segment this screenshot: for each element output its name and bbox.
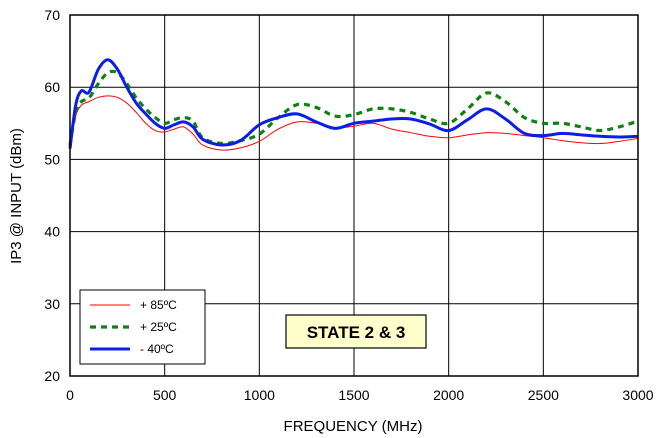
state-annotation: STATE 2 & 3 — [285, 314, 427, 349]
state-annotation-box — [285, 314, 427, 349]
x-tick-label: 500 — [153, 387, 177, 403]
y-tick-label: 30 — [44, 296, 60, 312]
legend-label: + 25ºC — [140, 320, 177, 334]
x-tick-label: 3000 — [622, 387, 653, 403]
state-annotation-text: STATE 2 & 3 — [307, 323, 406, 342]
y-tick-label: 50 — [44, 151, 60, 167]
plot-frame — [69, 14, 639, 377]
y-tick-label: 70 — [44, 7, 60, 23]
y-tick-label: 20 — [44, 368, 60, 384]
y-axis-label: IP3 @ INPUT (dBm) — [8, 128, 25, 264]
x-tick-label: 2500 — [528, 387, 559, 403]
series-line-3 — [68, 58, 639, 149]
series-line-1 — [69, 95, 639, 151]
y-tick-label: 40 — [44, 224, 60, 240]
legend-box — [79, 289, 206, 365]
legend-label: + 85ºC — [140, 298, 177, 312]
y-tick-label: 60 — [44, 79, 60, 95]
legend-items: + 85ºC + 25ºC - 40ºC — [90, 298, 177, 356]
series-layer — [68, 58, 639, 151]
tick-labels: 0 500 1000 1500 2000 2500 3000 20 30 40 50 60 70 — [44, 7, 653, 403]
legend: + 85ºC + 25ºC - 40ºC — [79, 289, 206, 365]
x-tick-label: 2000 — [433, 387, 464, 403]
x-axis-label: FREQUENCY (MHz) — [284, 418, 423, 435]
x-tick-label: 1500 — [338, 387, 369, 403]
x-tick-label: 0 — [66, 387, 74, 403]
legend-label: - 40ºC — [140, 342, 174, 356]
x-tick-label: 1000 — [244, 387, 275, 403]
